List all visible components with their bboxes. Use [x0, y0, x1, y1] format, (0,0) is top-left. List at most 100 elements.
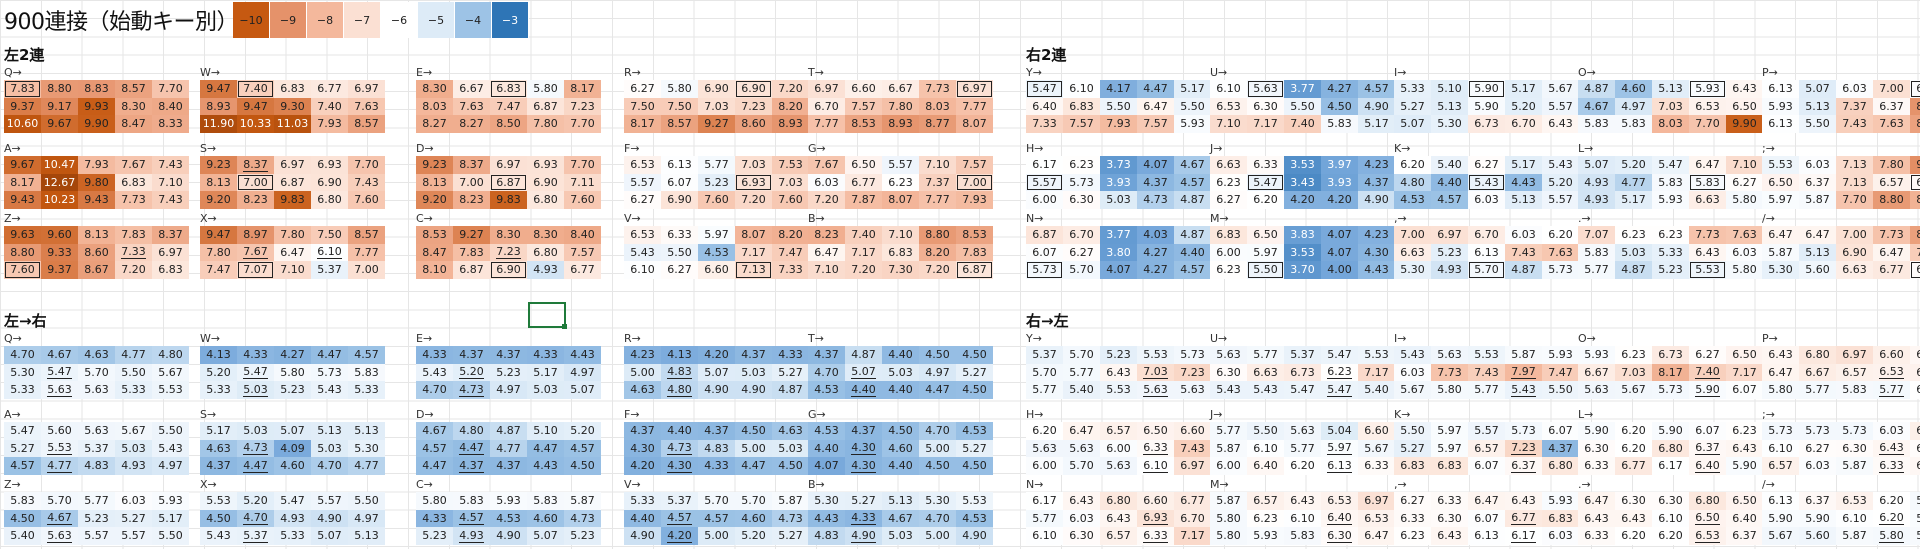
- value-cell[interactable]: 8.93: [772, 115, 809, 133]
- value-cell[interactable]: 6.37: [1799, 492, 1836, 510]
- value-cell[interactable]: 8.17: [1652, 363, 1689, 381]
- value-cell[interactable]: 5.04: [1321, 422, 1358, 440]
- value-cell[interactable]: 8.80: [1873, 191, 1910, 209]
- value-cell[interactable]: 9.47: [200, 226, 237, 244]
- value-cell[interactable]: 6.40: [1910, 457, 1920, 475]
- value-cell[interactable]: 5.20: [237, 492, 274, 510]
- value-cell[interactable]: 4.53: [808, 381, 845, 399]
- value-cell[interactable]: 4.33: [698, 457, 735, 475]
- value-cell[interactable]: 6.80: [1799, 346, 1836, 364]
- value-cell[interactable]: 4.70: [808, 363, 845, 381]
- value-cell[interactable]: 5.40: [4, 527, 41, 545]
- value-cell[interactable]: 5.70: [41, 492, 78, 510]
- value-cell[interactable]: 5.00: [698, 527, 735, 545]
- value-cell[interactable]: 4.37: [845, 422, 882, 440]
- value-cell[interactable]: 5.57: [115, 527, 152, 545]
- value-cell[interactable]: 5.03: [882, 527, 919, 545]
- value-cell[interactable]: 8.57: [348, 226, 385, 244]
- value-cell[interactable]: 5.20: [564, 422, 601, 440]
- value-cell[interactable]: 9.67: [41, 115, 78, 133]
- value-cell[interactable]: 4.27: [274, 346, 311, 364]
- value-cell[interactable]: 5.50: [152, 422, 189, 440]
- value-cell[interactable]: 7.10: [274, 261, 311, 279]
- value-cell[interactable]: 6.30: [1063, 527, 1100, 545]
- value-cell[interactable]: 5.77: [1799, 381, 1836, 399]
- value-cell[interactable]: 6.87: [956, 261, 993, 279]
- value-cell[interactable]: 5.20: [1505, 97, 1542, 115]
- value-cell[interactable]: 9.47: [200, 80, 237, 98]
- value-cell[interactable]: 6.30: [1836, 439, 1873, 457]
- value-cell[interactable]: 6.33: [1247, 156, 1284, 174]
- value-cell[interactable]: 5.47: [1284, 381, 1321, 399]
- value-cell[interactable]: 6.57: [1100, 422, 1137, 440]
- value-cell[interactable]: 6.53: [1210, 97, 1247, 115]
- value-cell[interactable]: 6.80: [1652, 439, 1689, 457]
- value-cell[interactable]: 5.70: [1468, 261, 1505, 279]
- value-cell[interactable]: 4.07: [1137, 156, 1174, 174]
- value-cell[interactable]: 5.20: [735, 527, 772, 545]
- value-cell[interactable]: 6.57: [1762, 457, 1799, 475]
- value-cell[interactable]: 8.23: [237, 191, 274, 209]
- value-cell[interactable]: 7.00: [956, 173, 993, 191]
- value-cell[interactable]: 4.07: [1321, 243, 1358, 261]
- value-cell[interactable]: 8.80: [4, 243, 41, 261]
- value-cell[interactable]: 8.83: [78, 80, 115, 98]
- value-cell[interactable]: 5.87: [1210, 439, 1247, 457]
- value-cell[interactable]: 4.77: [41, 457, 78, 475]
- value-cell[interactable]: 5.30: [808, 492, 845, 510]
- value-cell[interactable]: 6.63: [1394, 243, 1431, 261]
- value-cell[interactable]: 6.77: [1615, 457, 1652, 475]
- value-cell[interactable]: 5.63: [1137, 381, 1174, 399]
- value-cell[interactable]: 6.40: [1321, 509, 1358, 527]
- value-cell[interactable]: 5.30: [1431, 115, 1468, 133]
- value-cell[interactable]: 7.13: [1836, 173, 1873, 191]
- value-cell[interactable]: 4.93: [115, 457, 152, 475]
- value-cell[interactable]: 4.53: [956, 509, 993, 527]
- value-cell[interactable]: 5.47: [1321, 346, 1358, 364]
- value-cell[interactable]: 5.93: [490, 492, 527, 510]
- value-cell[interactable]: 5.07: [1578, 156, 1615, 174]
- value-cell[interactable]: 5.03: [735, 363, 772, 381]
- value-cell[interactable]: 7.47: [1910, 243, 1920, 261]
- value-cell[interactable]: 5.77: [1210, 422, 1247, 440]
- selected-cell[interactable]: [528, 302, 567, 329]
- value-cell[interactable]: 9.20: [416, 191, 453, 209]
- value-cell[interactable]: 6.27: [1468, 156, 1505, 174]
- value-cell[interactable]: 6.03: [1394, 363, 1431, 381]
- value-cell[interactable]: 6.83: [152, 261, 189, 279]
- value-cell[interactable]: 6.47: [1137, 97, 1174, 115]
- value-cell[interactable]: 6.83: [1063, 97, 1100, 115]
- value-cell[interactable]: 6.67: [453, 80, 490, 98]
- value-cell[interactable]: 3.93: [1100, 173, 1137, 191]
- value-cell[interactable]: 5.13: [1431, 97, 1468, 115]
- value-cell[interactable]: 6.33: [1431, 492, 1468, 510]
- value-cell[interactable]: 7.63: [348, 97, 385, 115]
- value-cell[interactable]: 4.33: [772, 346, 809, 364]
- value-cell[interactable]: 3.73: [1100, 156, 1137, 174]
- value-cell[interactable]: 7.83: [4, 80, 41, 98]
- value-cell[interactable]: 6.53: [1689, 527, 1726, 545]
- value-cell[interactable]: 7.10: [152, 173, 189, 191]
- value-cell[interactable]: 4.07: [808, 457, 845, 475]
- value-cell[interactable]: 6.90: [698, 80, 735, 98]
- value-cell[interactable]: 7.60: [4, 261, 41, 279]
- value-cell[interactable]: 8.63: [1910, 226, 1920, 244]
- value-cell[interactable]: 8.27: [453, 115, 490, 133]
- value-cell[interactable]: 5.87: [1505, 346, 1542, 364]
- value-cell[interactable]: 4.97: [919, 363, 956, 381]
- value-cell[interactable]: 8.30: [490, 226, 527, 244]
- value-cell[interactable]: 8.03: [416, 97, 453, 115]
- value-cell[interactable]: 5.50: [661, 243, 698, 261]
- value-cell[interactable]: 7.20: [845, 261, 882, 279]
- value-cell[interactable]: 6.70: [1468, 226, 1505, 244]
- value-cell[interactable]: 8.93: [882, 115, 919, 133]
- value-cell[interactable]: 6.10: [1026, 527, 1063, 545]
- value-cell[interactable]: 7.03: [735, 156, 772, 174]
- value-cell[interactable]: 6.40: [1689, 457, 1726, 475]
- value-cell[interactable]: 4.40: [624, 509, 661, 527]
- value-cell[interactable]: 6.97: [1358, 492, 1395, 510]
- value-cell[interactable]: 4.63: [78, 346, 115, 364]
- value-cell[interactable]: 5.23: [1100, 346, 1137, 364]
- value-cell[interactable]: 5.83: [1689, 173, 1726, 191]
- value-cell[interactable]: 5.90: [1726, 457, 1763, 475]
